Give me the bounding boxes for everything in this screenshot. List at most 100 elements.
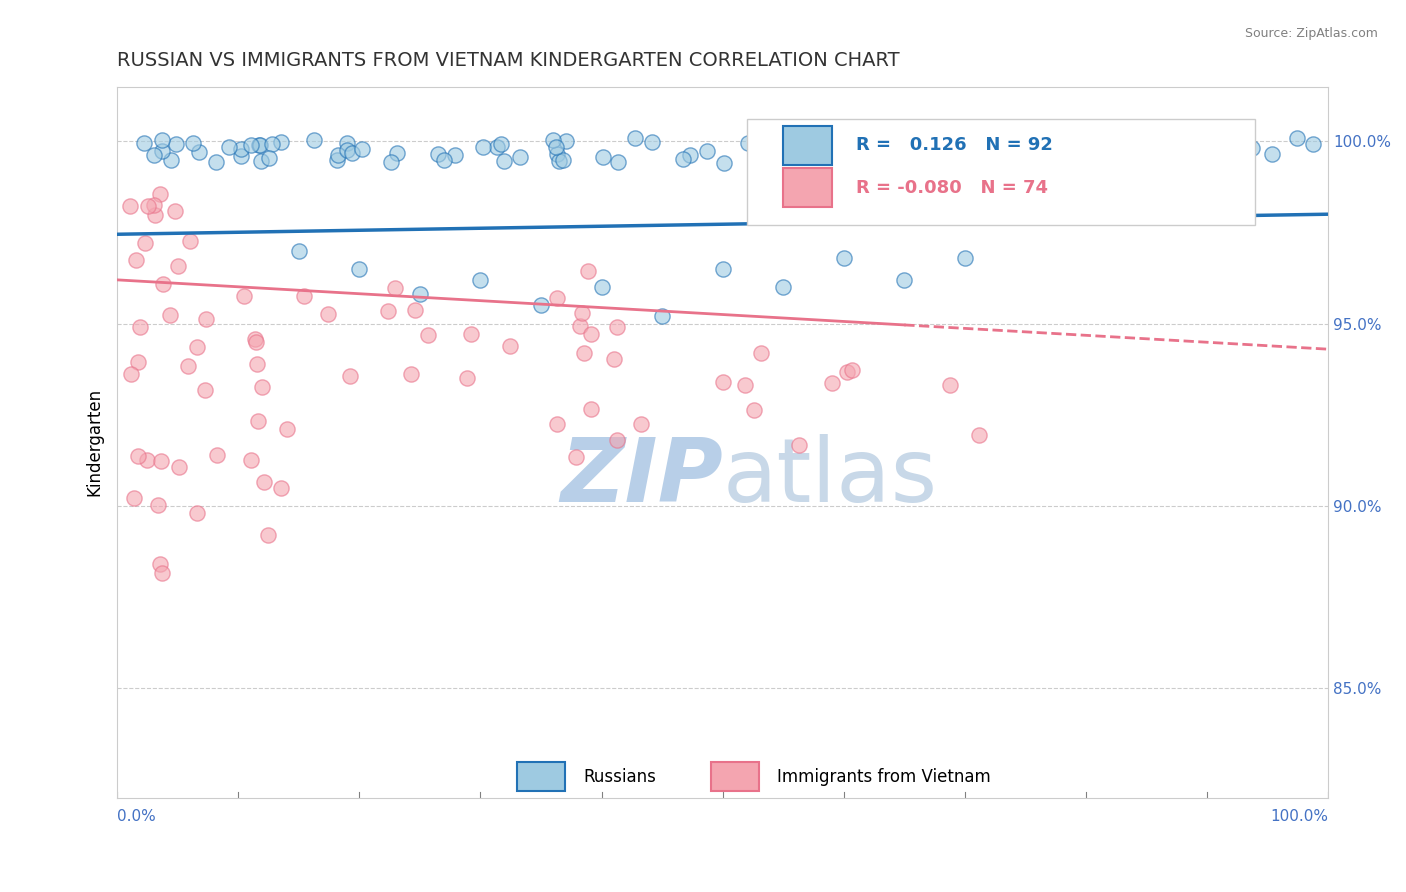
Point (125, 252, 148, 267)
Point (349, 261, 371, 276)
Point (418, 328, 440, 343)
Point (336, 136, 359, 151)
Point (624, 131, 647, 145)
Point (841, 363, 863, 377)
Point (485, 140, 508, 154)
Point (456, 371, 478, 385)
Point (149, 454, 172, 468)
Point (742, 403, 765, 417)
Point (152, 277, 174, 292)
Point (229, 149, 252, 163)
Point (820, 376, 842, 391)
Point (179, 234, 201, 248)
Point (326, 153, 349, 168)
Point (143, 198, 166, 212)
Point (789, 132, 811, 146)
Point (811, 151, 834, 165)
Point (489, 136, 512, 151)
Point (546, 147, 568, 161)
Point (444, 148, 467, 162)
Point (292, 289, 315, 303)
Point (249, 137, 271, 152)
Point (194, 383, 217, 397)
Point (259, 152, 281, 166)
Point (956, 142, 979, 156)
Point (384, 281, 406, 295)
Point (896, 146, 918, 161)
Point (142, 148, 165, 162)
Point (711, 261, 734, 276)
Point (893, 147, 915, 161)
Point (555, 134, 578, 148)
Point (776, 152, 799, 166)
Point (606, 319, 628, 334)
Point (195, 311, 218, 326)
Point (260, 137, 283, 152)
Point (270, 136, 292, 150)
Point (167, 459, 190, 474)
Text: Source: ZipAtlas.com: Source: ZipAtlas.com (1244, 27, 1378, 40)
Point (340, 145, 363, 160)
Point (811, 149, 834, 163)
Point (159, 153, 181, 167)
Point (530, 298, 553, 312)
Point (1218, 139, 1240, 153)
Point (460, 327, 482, 342)
Point (808, 136, 831, 151)
Text: Immigrants from Vietnam: Immigrants from Vietnam (778, 768, 991, 786)
Point (749, 346, 772, 360)
Point (257, 528, 280, 542)
Point (136, 199, 159, 213)
Point (1241, 141, 1264, 155)
Point (134, 235, 156, 250)
Point (606, 434, 628, 448)
Text: atlas: atlas (723, 434, 938, 521)
Point (679, 148, 702, 162)
Point (472, 140, 495, 154)
Point (498, 338, 520, 352)
Point (1302, 136, 1324, 151)
Text: 0.0%: 0.0% (117, 809, 156, 824)
Point (270, 481, 292, 495)
Point (205, 155, 228, 169)
Point (835, 365, 858, 379)
Point (205, 449, 228, 463)
Point (380, 154, 402, 169)
Point (967, 428, 990, 442)
Point (240, 137, 263, 152)
Point (768, 143, 790, 157)
Point (711, 376, 734, 390)
FancyBboxPatch shape (783, 169, 832, 208)
Point (276, 421, 298, 435)
Text: RUSSIAN VS IMMIGRANTS FROM VIETNAM KINDERGARTEN CORRELATION CHART: RUSSIAN VS IMMIGRANTS FROM VIETNAM KINDE… (117, 51, 900, 70)
FancyBboxPatch shape (747, 119, 1256, 226)
Point (797, 149, 820, 163)
Point (218, 140, 240, 154)
Point (758, 136, 780, 150)
Point (553, 153, 575, 167)
Point (1156, 136, 1178, 150)
Point (186, 507, 208, 521)
Point (165, 136, 187, 151)
Point (339, 368, 361, 383)
Point (470, 273, 492, 287)
Point (404, 303, 426, 318)
Point (1054, 137, 1077, 152)
Point (122, 491, 145, 505)
Point (150, 133, 173, 147)
Point (253, 475, 276, 489)
Point (150, 566, 173, 580)
Point (509, 150, 531, 164)
Point (1212, 131, 1234, 145)
Point (776, 134, 799, 148)
Point (713, 156, 735, 170)
Point (233, 289, 256, 303)
Point (579, 402, 602, 417)
Point (572, 346, 595, 360)
Point (1050, 146, 1073, 161)
Point (245, 335, 267, 350)
Point (146, 498, 169, 512)
Point (149, 557, 172, 571)
Point (159, 308, 181, 322)
Point (641, 135, 664, 149)
